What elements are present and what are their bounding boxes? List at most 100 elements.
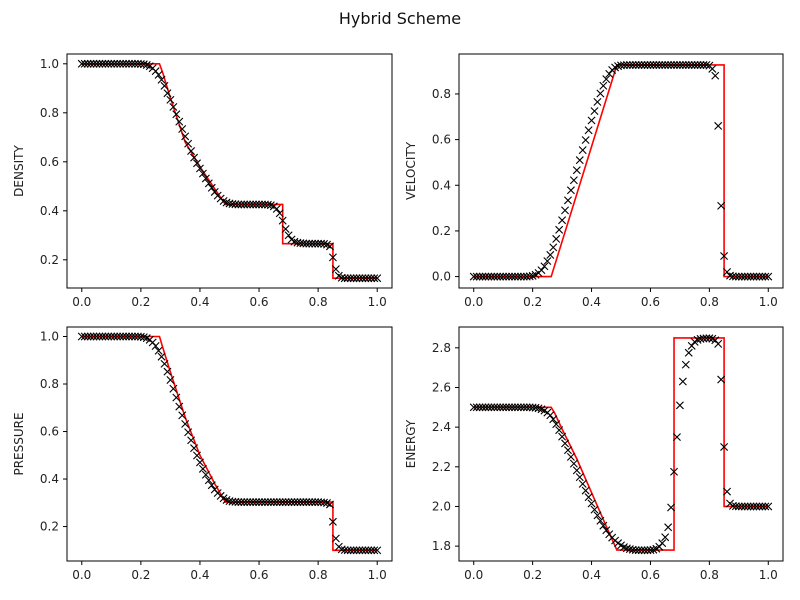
pressure-data-point	[349, 546, 358, 555]
density-data-point	[237, 200, 246, 209]
pressure-data-point	[154, 346, 163, 355]
velocity-data-point	[675, 60, 684, 69]
density-numerical-series	[77, 59, 382, 283]
energy-data-point	[746, 502, 755, 511]
density-data-point	[255, 200, 264, 209]
density-data-point	[98, 59, 107, 68]
density-data-point	[278, 216, 287, 225]
density-panel: 0.0 0.2 0.4 0.6 0.8 1.0 0.2 0.4 0.6 0.8 1.0 DENSITY	[12, 53, 393, 309]
pressure-data-point	[178, 411, 187, 420]
pressure-data-point	[89, 332, 98, 341]
energy-data-point	[596, 516, 605, 525]
pressure-data-point	[352, 546, 361, 555]
energy-data-point	[558, 432, 567, 441]
velocity-panel: 0.0 0.2 0.4 0.6 0.8 1.0 0.0 0.2 0.4 0.6 0.8 VELOCIT…	[404, 53, 784, 309]
energy-data-point	[714, 339, 723, 348]
energy-data-point	[581, 486, 590, 495]
velocity-data-point	[720, 252, 729, 261]
energy-data-point	[493, 403, 502, 412]
velocity-data-point	[543, 257, 552, 266]
energy-data-point	[590, 505, 599, 514]
energy-data-point	[734, 502, 743, 511]
density-data-point	[231, 200, 240, 209]
density-data-point	[207, 183, 216, 192]
velocity-data-point	[581, 136, 590, 145]
energy-data-point	[508, 403, 517, 412]
density-ytick-label: 0.6	[40, 155, 59, 169]
density-axes-frame	[66, 53, 393, 289]
pressure-data-point	[272, 498, 281, 507]
energy-data-point	[546, 411, 555, 420]
pressure-data-point	[198, 464, 207, 473]
energy-data-point	[740, 502, 749, 511]
energy-data-point	[519, 403, 528, 412]
velocity-ytick-label: 0.8	[432, 87, 451, 101]
pressure-data-point	[160, 359, 169, 368]
density-data-point	[320, 239, 329, 248]
velocity-data-point	[711, 71, 720, 80]
velocity-data-point	[540, 262, 549, 271]
density-data-point	[328, 253, 337, 262]
energy-ytick-label: 2.6	[432, 380, 451, 394]
energy-panel: 0.0 0.2 0.4 0.6 0.8 1.0 1.8 2.0 2.2 2.4 2.6 2.8 ENER…	[404, 326, 784, 582]
density-data-point	[119, 59, 128, 68]
pressure-data-point	[243, 498, 252, 507]
energy-data-point	[469, 403, 478, 412]
pressure-data-point	[113, 332, 122, 341]
pressure-data-point	[364, 546, 373, 555]
pressure-ytick-label: 1.0	[40, 330, 59, 344]
pressure-data-point	[193, 451, 201, 460]
velocity-xtick-label: 0.4	[582, 295, 601, 309]
velocity-data-point	[508, 272, 517, 281]
density-data-point	[166, 95, 175, 104]
velocity-data-point	[599, 81, 608, 90]
density-data-point	[107, 59, 116, 68]
density-data-point	[243, 200, 252, 209]
density-data-point	[314, 239, 323, 248]
pressure-data-point	[151, 342, 160, 350]
energy-numerical-series	[469, 334, 773, 555]
energy-data-point	[646, 546, 655, 555]
density-xtick-label: 0.8	[309, 295, 328, 309]
density-data-point	[252, 200, 261, 209]
velocity-data-point	[731, 272, 740, 281]
velocity-numerical-series	[469, 60, 773, 281]
density-data-point	[275, 209, 284, 218]
energy-data-point	[602, 526, 611, 535]
pressure-data-point	[246, 498, 255, 507]
velocity-data-point	[761, 272, 770, 281]
density-data-point	[201, 174, 210, 183]
velocity-ytick-label: 0.0	[432, 270, 451, 284]
velocity-data-point	[634, 60, 643, 69]
velocity-data-point	[561, 206, 570, 215]
velocity-data-point	[684, 60, 693, 69]
energy-data-point	[481, 403, 490, 412]
density-data-point	[116, 59, 125, 68]
density-data-point	[178, 124, 187, 133]
density-data-point	[246, 200, 255, 209]
velocity-data-point	[693, 60, 702, 69]
energy-data-point	[749, 502, 758, 511]
pressure-data-point	[240, 498, 249, 507]
velocity-data-point	[563, 196, 572, 205]
velocity-data-point	[625, 60, 634, 69]
velocity-xtick-label: 1.0	[759, 295, 778, 309]
velocity-data-point	[667, 60, 676, 69]
density-data-point	[364, 274, 373, 283]
density-data-point	[272, 204, 281, 213]
pressure-data-point	[278, 498, 287, 507]
energy-data-point	[496, 403, 505, 412]
velocity-data-point	[478, 272, 487, 281]
pressure-data-point	[190, 444, 199, 453]
density-data-point	[169, 102, 178, 111]
energy-ytick-label: 1.8	[432, 539, 451, 553]
pressure-data-point	[266, 498, 275, 507]
density-data-point	[175, 117, 184, 126]
energy-data-point	[478, 403, 487, 412]
pressure-data-point	[346, 546, 355, 555]
density-xtick-label: 0.0	[72, 295, 91, 309]
pressure-ytick-label: 0.8	[40, 377, 59, 391]
velocity-data-point	[649, 60, 658, 69]
velocity-xtick-label: 0.0	[464, 295, 483, 309]
density-ytick-label: 0.8	[40, 106, 59, 120]
